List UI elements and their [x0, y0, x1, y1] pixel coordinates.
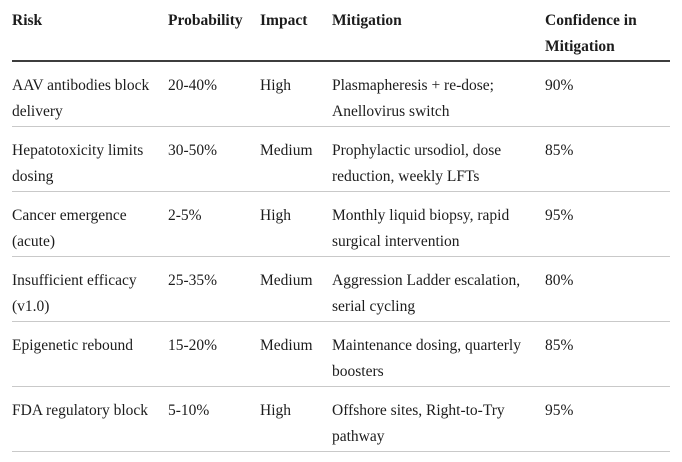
impact-cell: Medium [260, 321, 332, 387]
impact-cell: High [260, 386, 332, 452]
mitigation-cell: Monthly liquid biopsy, rapid surgical in… [332, 191, 545, 257]
impact-cell: High [260, 191, 332, 257]
risk-cell: AAV antibodies block delivery [12, 61, 168, 127]
risk-mitigation-table: Risk Probability Impact Mitigation Confi… [12, 8, 670, 452]
risk-cell: Hepatotoxicity limits dosing [12, 126, 168, 192]
confidence-cell: 85% [545, 126, 670, 192]
probability-cell: 2-5% [168, 191, 260, 257]
column-header-confidence: Confidence in Mitigation [545, 8, 670, 62]
risk-table-body: AAV antibodies block delivery 20-40% Hig… [12, 61, 670, 452]
table-row: Epigenetic rebound 15-20% Medium Mainten… [12, 321, 670, 387]
mitigation-cell: Aggression Ladder escalation, serial cyc… [332, 256, 545, 322]
probability-cell: 5-10% [168, 386, 260, 452]
confidence-cell: 80% [545, 256, 670, 322]
probability-cell: 25-35% [168, 256, 260, 322]
risk-cell: Insufficient efficacy (v1.0) [12, 256, 168, 322]
table-row: AAV antibodies block delivery 20-40% Hig… [12, 61, 670, 127]
table-row: Insufficient efficacy (v1.0) 25-35% Medi… [12, 256, 670, 322]
table-row: FDA regulatory block 5-10% High Offshore… [12, 386, 670, 452]
confidence-cell: 95% [545, 191, 670, 257]
mitigation-cell: Prophylactic ursodiol, dose reduction, w… [332, 126, 545, 192]
risk-cell: Cancer emergence (acute) [12, 191, 168, 257]
confidence-cell: 85% [545, 321, 670, 387]
column-header-probability: Probability [168, 8, 260, 62]
probability-cell: 15-20% [168, 321, 260, 387]
table-header-row: Risk Probability Impact Mitigation Confi… [12, 8, 670, 62]
column-header-mitigation: Mitigation [332, 8, 545, 62]
mitigation-cell: Offshore sites, Right-to-Try pathway [332, 386, 545, 452]
probability-cell: 30-50% [168, 126, 260, 192]
document-page: Risk Probability Impact Mitigation Confi… [12, 8, 670, 452]
risk-cell: FDA regulatory block [12, 386, 168, 452]
mitigation-cell: Maintenance dosing, quarterly boosters [332, 321, 545, 387]
column-header-risk: Risk [12, 8, 168, 62]
table-row: Cancer emergence (acute) 2-5% High Month… [12, 191, 670, 257]
mitigation-cell: Plasmapheresis + re-dose; Anellovirus sw… [332, 61, 545, 127]
confidence-cell: 90% [545, 61, 670, 127]
impact-cell: High [260, 61, 332, 127]
column-header-impact: Impact [260, 8, 332, 62]
confidence-cell: 95% [545, 386, 670, 452]
table-row: Hepatotoxicity limits dosing 30-50% Medi… [12, 126, 670, 192]
impact-cell: Medium [260, 256, 332, 322]
impact-cell: Medium [260, 126, 332, 192]
risk-cell: Epigenetic rebound [12, 321, 168, 387]
probability-cell: 20-40% [168, 61, 260, 127]
